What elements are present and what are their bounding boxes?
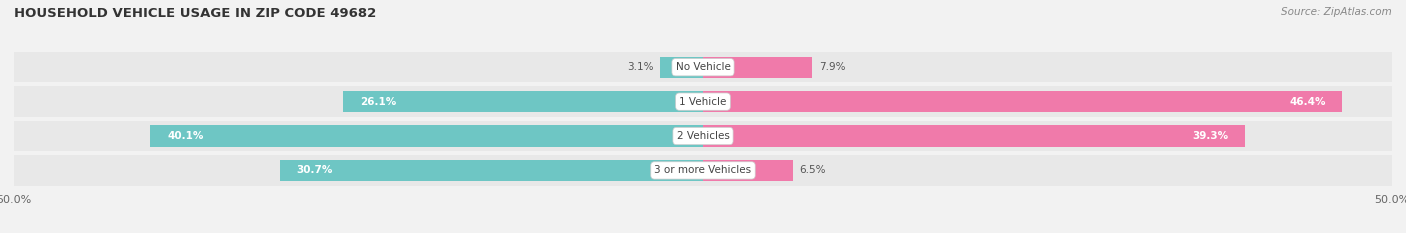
Bar: [703, 57, 811, 78]
Text: 1 Vehicle: 1 Vehicle: [679, 97, 727, 107]
Bar: [14, 121, 1392, 151]
Bar: [343, 91, 703, 112]
Text: 7.9%: 7.9%: [818, 62, 845, 72]
Text: HOUSEHOLD VEHICLE USAGE IN ZIP CODE 49682: HOUSEHOLD VEHICLE USAGE IN ZIP CODE 4968…: [14, 7, 377, 20]
Text: 3 or more Vehicles: 3 or more Vehicles: [654, 165, 752, 175]
Bar: [703, 91, 1343, 112]
Bar: [14, 155, 1392, 185]
Text: 46.4%: 46.4%: [1289, 97, 1326, 107]
Text: 2 Vehicles: 2 Vehicles: [676, 131, 730, 141]
Text: 39.3%: 39.3%: [1192, 131, 1227, 141]
Text: No Vehicle: No Vehicle: [675, 62, 731, 72]
Bar: [661, 57, 703, 78]
Text: 26.1%: 26.1%: [360, 97, 396, 107]
Bar: [703, 160, 793, 181]
Text: Source: ZipAtlas.com: Source: ZipAtlas.com: [1281, 7, 1392, 17]
Text: 3.1%: 3.1%: [627, 62, 654, 72]
Bar: [14, 86, 1392, 117]
Bar: [703, 125, 1244, 147]
Text: 30.7%: 30.7%: [297, 165, 333, 175]
Text: 40.1%: 40.1%: [167, 131, 204, 141]
Bar: [280, 160, 703, 181]
Text: 6.5%: 6.5%: [800, 165, 825, 175]
Bar: [150, 125, 703, 147]
Bar: [14, 52, 1392, 82]
